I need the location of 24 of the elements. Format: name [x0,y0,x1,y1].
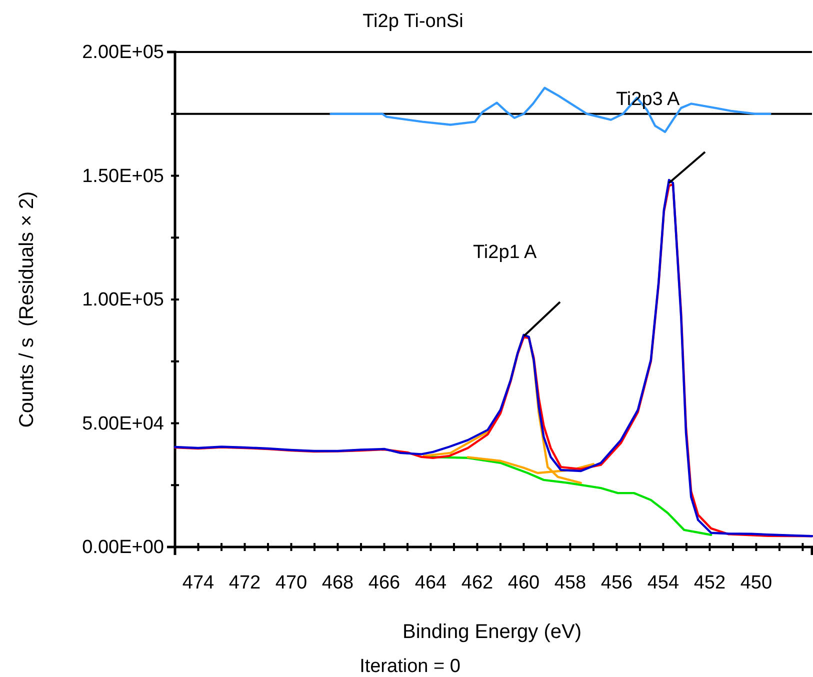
x-axis-title: Binding Energy (eV) [402,621,582,643]
x-tick-label: 466 [368,572,400,594]
x-tick-label: 458 [554,572,586,594]
x-tick-label: 472 [228,572,261,594]
x-tick-label: 470 [275,572,308,594]
y-tick-label: 0.00E+00 [82,537,164,558]
x-tick-label: 462 [461,572,494,594]
x-tick-label: 474 [182,572,215,594]
chart-title: Ti2p Ti-onSi [362,11,464,32]
x-tick-label: 450 [740,572,772,594]
y-tick-label: 1.50E+05 [82,166,164,187]
y-axis-title: Counts / s (Residuals × 2) [16,191,38,428]
y-tick-label: 5.00E+04 [82,413,164,434]
text: Iteration = 0 [360,656,460,677]
annotation: Ti2p1 A [473,242,538,263]
x-tick-label: 468 [322,572,354,594]
x-tick-label: 464 [414,572,448,594]
y-tick-label: 2.00E+05 [82,42,164,64]
x-tick-label: 456 [600,572,633,594]
x-tick-label: 460 [508,572,540,594]
annotation: Ti2p3 A [616,89,680,110]
x-tick-label: 454 [647,572,680,594]
x-tick-label: 452 [694,572,726,594]
y-tick-label: 1.00E+05 [82,290,164,311]
